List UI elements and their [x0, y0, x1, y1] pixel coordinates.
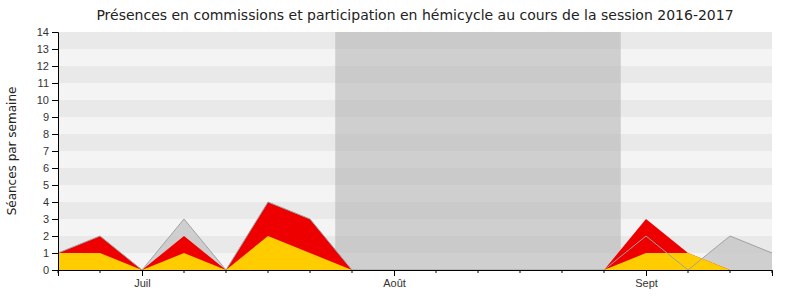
tick: Juil	[134, 270, 151, 289]
tick-mark	[52, 151, 58, 152]
tick: 13	[37, 43, 58, 55]
tick-label: 6	[43, 162, 49, 174]
tick: 9	[43, 111, 58, 123]
minor-tick	[604, 270, 605, 273]
tick-label: 1	[43, 247, 49, 259]
minor-tick	[520, 270, 521, 273]
chart-container: 01234567891011121314JuilAoûtSeptPrésence…	[0, 0, 790, 300]
tick-mark	[52, 134, 58, 135]
tick-label: 0	[43, 264, 49, 276]
tick-mark	[52, 117, 58, 118]
minor-tick	[688, 270, 689, 273]
tick-mark	[52, 202, 58, 203]
area	[58, 202, 772, 270]
tick-mark	[646, 270, 647, 276]
title: Présences en commissions et participatio…	[96, 7, 733, 23]
tick: 14	[37, 26, 58, 38]
tick-label: Août	[383, 277, 406, 289]
tick: 6	[43, 162, 58, 174]
tick-mark	[52, 270, 58, 271]
y-axis-label: Séances par semaine	[5, 87, 19, 216]
line	[58, 202, 772, 270]
x-axis: Juil Août Sept	[58, 270, 773, 289]
tick: 12	[37, 60, 58, 72]
tick-mark	[52, 66, 58, 67]
tick: 4	[43, 196, 58, 208]
minor-tick	[226, 270, 227, 273]
tick-mark	[52, 253, 58, 254]
minor-ticks	[58, 270, 772, 273]
tick-label: 3	[43, 213, 49, 225]
tick: 0	[43, 264, 58, 276]
tick-mark	[52, 32, 58, 33]
tick: 5	[43, 179, 58, 191]
minor-tick	[478, 270, 479, 273]
y-axis: 01234567891011121314	[37, 26, 59, 276]
tick-label: 5	[43, 179, 49, 191]
tick: 8	[43, 128, 58, 140]
minor-tick	[100, 270, 101, 273]
marks	[58, 32, 772, 270]
tick: 3	[43, 213, 58, 225]
tick-label: 7	[43, 145, 49, 157]
tick: 10	[37, 94, 58, 106]
tick-label: 12	[37, 60, 49, 72]
tick-mark	[52, 100, 58, 101]
tick: 11	[38, 77, 58, 89]
tick-label: 9	[43, 111, 49, 123]
tick: 7	[43, 145, 58, 157]
tick-label: Juil	[134, 277, 151, 289]
minor-tick	[352, 270, 353, 273]
tick: Sept	[635, 270, 658, 289]
minor-tick	[562, 270, 563, 273]
axis-line	[52, 33, 59, 271]
area	[58, 202, 772, 270]
minor-tick	[436, 270, 437, 273]
tick-label: 11	[38, 77, 49, 89]
tick: 1	[43, 247, 58, 259]
tick-label: 13	[37, 43, 49, 55]
tick-label: 10	[37, 94, 49, 106]
minor-tick	[58, 270, 59, 273]
chart-svg: 01234567891011121314JuilAoûtSeptPrésence…	[0, 0, 790, 300]
plot-area: 01234567891011121314JuilAoûtSept	[37, 26, 773, 289]
shaded-span	[335, 32, 621, 270]
tick-mark	[142, 270, 143, 276]
minor-tick	[184, 270, 185, 273]
tick-label: 2	[43, 230, 49, 242]
minor-tick	[268, 270, 269, 273]
tick-label: 4	[43, 196, 49, 208]
tick-label: 8	[43, 128, 49, 140]
tick: 2	[43, 230, 58, 242]
tick-mark	[52, 236, 58, 237]
minor-tick	[772, 270, 773, 273]
axis-line	[59, 271, 773, 277]
area	[58, 236, 772, 270]
tick-mark	[52, 83, 58, 84]
minor-tick	[730, 270, 731, 273]
tick-mark	[52, 49, 58, 50]
tick: Août	[383, 270, 406, 289]
minor-tick	[310, 270, 311, 273]
tick-mark	[52, 168, 58, 169]
tick-mark	[52, 219, 58, 220]
tick-mark	[52, 185, 58, 186]
tick-label: Sept	[635, 277, 658, 289]
tick-label: 14	[37, 26, 49, 38]
tick-mark	[394, 270, 395, 276]
